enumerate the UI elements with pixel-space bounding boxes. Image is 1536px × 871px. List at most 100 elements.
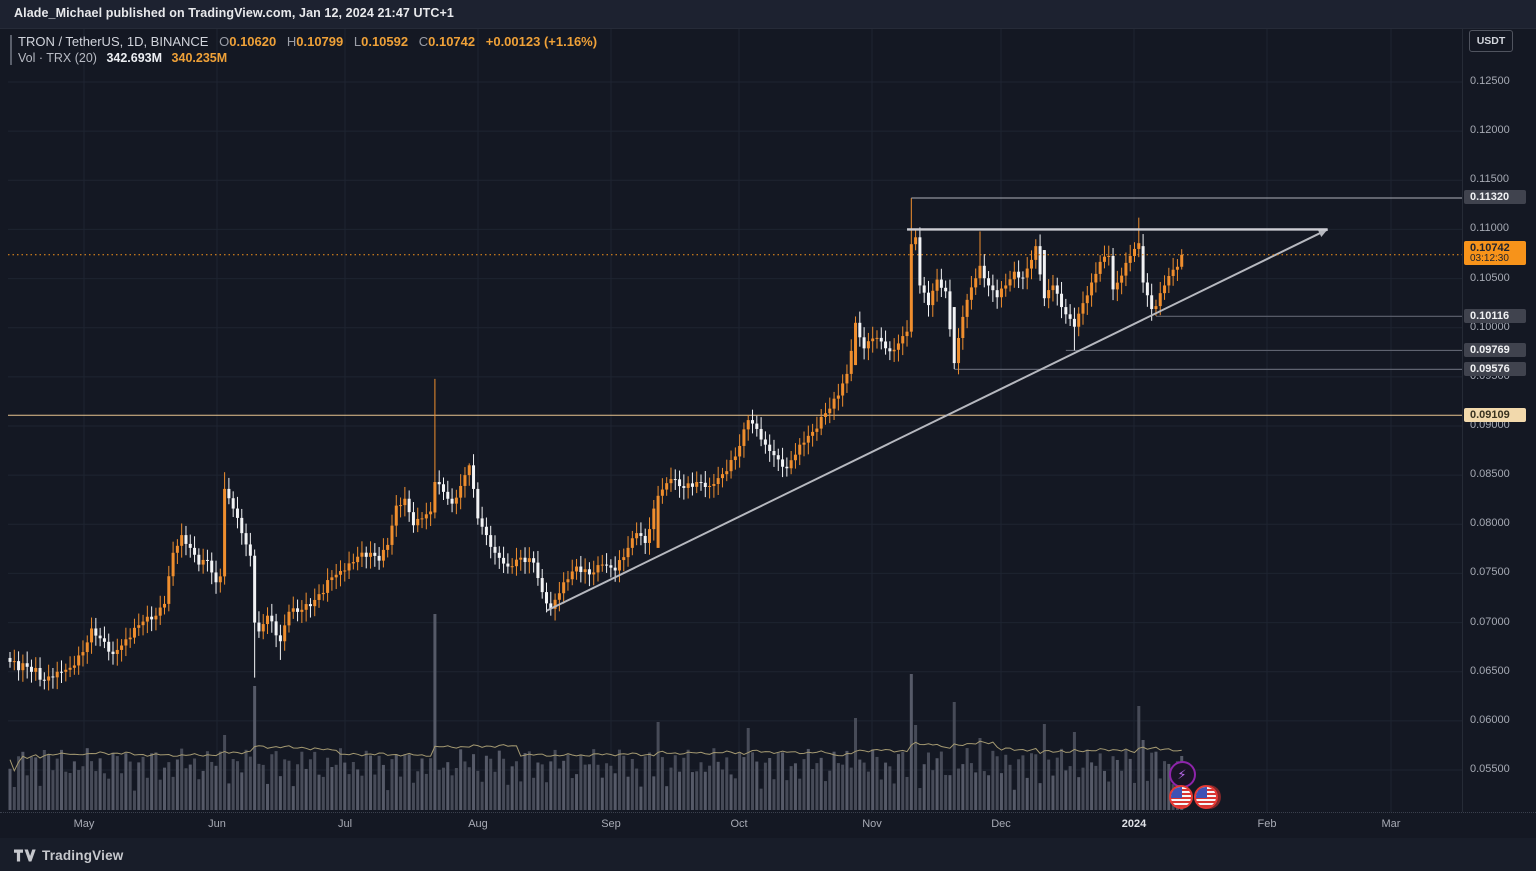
candle-body: [132, 627, 136, 638]
candle-body: [403, 498, 407, 506]
candle-body: [167, 576, 171, 604]
volume-bar: [969, 763, 973, 810]
volume-bar: [1064, 770, 1068, 810]
candle-body: [931, 290, 935, 306]
currency-toggle-button[interactable]: USDT: [1469, 30, 1513, 52]
volume-bar: [630, 758, 634, 810]
candle-body: [313, 599, 317, 607]
volume-bar: [72, 761, 76, 810]
candle-body: [484, 526, 488, 536]
volume-bar: [115, 756, 119, 810]
volume-bar: [1029, 753, 1033, 810]
candle-body: [42, 679, 46, 681]
candle-body: [763, 439, 767, 445]
footer-bar: TradingView: [0, 838, 1536, 871]
volume-bar: [1008, 764, 1012, 810]
volume-bar: [369, 755, 373, 810]
volume-bar: [214, 765, 218, 810]
candle-body: [905, 331, 909, 337]
volume-bar: [446, 762, 450, 810]
volume-pane: [8, 614, 1184, 810]
volume-bar: [1145, 780, 1149, 810]
volume-bar: [1004, 754, 1008, 810]
volume-bar: [373, 774, 377, 810]
tradingview-logo[interactable]: TradingView: [14, 846, 123, 864]
candle-body: [652, 508, 656, 530]
volume-bar: [326, 757, 330, 810]
candle-body: [55, 671, 59, 678]
candle-body: [21, 663, 25, 671]
candle-body: [914, 237, 918, 245]
candle-body: [772, 451, 776, 456]
candle-body: [712, 484, 716, 486]
volume-bar: [188, 764, 192, 810]
volume-bar: [1034, 754, 1038, 810]
volume-bar: [579, 754, 583, 810]
volume-bar: [240, 772, 244, 810]
candle-body: [673, 479, 677, 481]
candle-body: [656, 495, 660, 548]
candle-body: [982, 265, 986, 279]
volume-bar: [1055, 757, 1059, 810]
volume-bar: [545, 782, 548, 810]
volume-bar: [1150, 752, 1154, 810]
lightning-event-marker[interactable]: ⚡: [1168, 760, 1196, 788]
candle-body: [253, 555, 257, 623]
volume-bar: [939, 751, 943, 810]
volume-bar: [497, 750, 501, 810]
us-flag-event-marker[interactable]: [1169, 785, 1193, 809]
volume-bar: [201, 770, 205, 810]
candle-body: [300, 609, 304, 612]
volume-bar: [132, 790, 136, 810]
candle-body: [832, 398, 836, 409]
volume-ma-line: [9, 740, 1182, 773]
month-label-feb: Feb: [1257, 818, 1277, 830]
close-label: C: [418, 34, 429, 49]
candle-body: [454, 497, 458, 504]
bar-countdown: 03:12:30: [1470, 252, 1509, 264]
volume-bar: [605, 763, 609, 810]
symbol-title[interactable]: TRON / TetherUS, 1D, BINANCE: [18, 34, 209, 49]
candle-body: [476, 488, 480, 519]
volume-bar: [819, 757, 823, 810]
candle-body: [991, 285, 995, 291]
candle-body: [115, 649, 119, 655]
price-tick-label: 0.06000: [1470, 713, 1510, 726]
volume-bar: [1090, 762, 1094, 810]
volume-bar: [77, 770, 81, 810]
candle-body: [789, 460, 793, 469]
pane-handle[interactable]: [10, 35, 12, 65]
candle-body: [81, 652, 85, 656]
time-axis[interactable]: [0, 812, 1536, 839]
us-flag-event-marker-2[interactable]: [1194, 785, 1218, 809]
volume-bar: [244, 749, 248, 810]
volume-bar: [128, 761, 132, 810]
ascending-trendline[interactable]: [546, 228, 1329, 612]
candle-body: [952, 307, 956, 364]
volume-bar: [1017, 759, 1021, 810]
candle-body: [1163, 285, 1167, 294]
volume-bar: [871, 749, 875, 810]
volume-bar: [828, 770, 832, 810]
volume-value: 342.693M: [106, 51, 163, 65]
volume-bar: [1077, 777, 1081, 810]
candle-body: [995, 290, 999, 298]
volume-indicator-label[interactable]: Vol · TRX (20): [18, 51, 97, 65]
candle-body: [527, 558, 531, 563]
candle-body: [944, 287, 948, 292]
candle-body: [579, 566, 583, 573]
candle-body: [901, 336, 905, 344]
volume-bar: [669, 767, 673, 810]
volume-bar: [124, 753, 128, 810]
candle-body: [111, 651, 115, 655]
volume-bar: [1111, 756, 1115, 810]
candle-body: [441, 484, 445, 492]
candle-body: [1115, 282, 1119, 290]
candle-body: [806, 435, 810, 443]
candle-body: [278, 635, 282, 642]
volume-bar: [832, 751, 836, 810]
volume-bar: [338, 748, 342, 810]
candle-body: [553, 599, 557, 609]
price-tick-label: 0.05500: [1470, 762, 1510, 775]
